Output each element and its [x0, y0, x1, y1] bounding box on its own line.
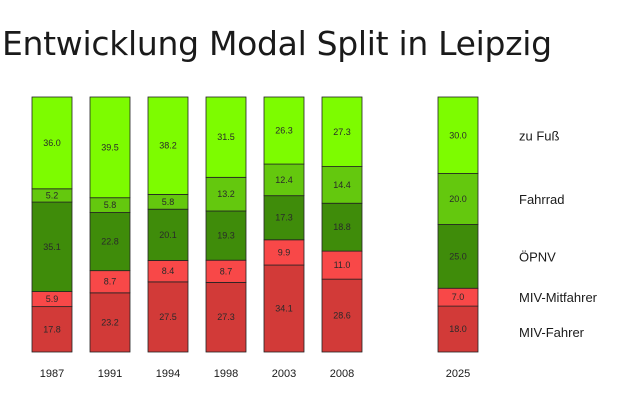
value-label: 7.0	[452, 292, 465, 302]
value-label: 18.0	[449, 324, 467, 334]
value-label: 38.2	[159, 141, 177, 151]
bar-segment-2003-3	[263, 163, 305, 197]
value-label: 28.6	[333, 311, 351, 321]
value-label: 20.0	[449, 194, 467, 204]
value-label: 8.7	[104, 277, 117, 287]
value-label: 22.8	[101, 237, 119, 247]
legend-entry: MIV-Fahrer	[519, 325, 585, 340]
value-label: 17.3	[275, 213, 293, 223]
legend-entry: zu Fuß	[519, 128, 560, 143]
value-label: 5.8	[104, 200, 117, 210]
bar-segment-2025-3	[437, 173, 479, 225]
legend: MIV-Fahrer MIV-Mitfahrer ÖPNV Fahrrad zu Fuß	[519, 128, 598, 340]
bar-segment-2003-4	[263, 96, 305, 165]
value-label: 35.1	[43, 242, 61, 252]
x-tick-label: 2008	[330, 368, 354, 380]
bar-segment-1987-0	[31, 306, 73, 353]
value-label: 26.3	[275, 126, 293, 136]
value-label: 5.9	[46, 294, 59, 304]
value-label: 27.3	[333, 127, 351, 137]
x-tick-label: 1987	[40, 368, 64, 380]
value-label: 18.8	[333, 222, 351, 232]
value-label: 11.0	[334, 260, 351, 270]
bar-segment-1987-2	[31, 201, 73, 292]
value-label: 5.8	[162, 197, 175, 207]
bar-segment-2025-2	[437, 224, 479, 289]
bar-segment-2008-0	[321, 278, 363, 353]
value-label: 14.4	[333, 180, 351, 190]
value-label: 8.4	[162, 266, 175, 276]
value-label: 17.8	[43, 324, 61, 334]
bar-segment-1991-2	[89, 212, 131, 272]
legend-entry: Fahrrad	[519, 192, 565, 207]
bar-segment-1994-4	[147, 96, 189, 195]
value-label: 27.5	[159, 312, 177, 322]
value-label: 25.0	[449, 251, 467, 261]
bar-segment-2008-3	[321, 166, 363, 204]
bar-segment-1987-4	[31, 96, 73, 190]
bar-segment-2003-2	[263, 195, 305, 241]
value-label: 9.9	[278, 247, 291, 257]
value-label: 5.2	[46, 190, 59, 200]
bar-segment-1998-0	[205, 281, 247, 353]
value-label: 30.0	[449, 130, 467, 140]
x-axis-labels: 1987 1991 1994 1998 2003 2008 2025	[40, 368, 470, 380]
value-label: 8.7	[220, 266, 233, 276]
bar-segment-2025-4	[437, 96, 479, 174]
bar-segment-2008-4	[321, 96, 363, 167]
x-tick-label: 2025	[446, 368, 470, 380]
bars: 17.8 5.9 35.1 5.2 36.0 23.2 8.7 22.8 5.8 39.5 27.5…	[31, 96, 479, 353]
bar-segment-2025-0	[437, 305, 479, 353]
bar-segment-1991-4	[89, 96, 131, 199]
x-tick-label: 2003	[272, 368, 296, 380]
legend-entry: ÖPNV	[519, 249, 556, 264]
bar-segment-1998-4	[205, 96, 247, 178]
value-label: 39.5	[101, 142, 119, 152]
value-label: 19.3	[217, 231, 235, 241]
chart-title: Entwicklung Modal Split in Leipzig	[2, 24, 552, 63]
bar-segment-1991-0	[89, 292, 131, 353]
value-label: 27.3	[217, 312, 235, 322]
value-label: 20.1	[159, 230, 177, 240]
bar-segment-2008-1	[321, 250, 363, 280]
value-label: 12.4	[275, 175, 293, 185]
value-label: 13.2	[217, 189, 235, 199]
bar-segment-2003-1	[263, 239, 305, 266]
value-label: 23.2	[101, 317, 119, 327]
x-tick-label: 1998	[214, 368, 238, 380]
value-label: 36.0	[43, 138, 61, 148]
value-label: 34.1	[275, 304, 293, 314]
bar-segment-1998-3	[205, 176, 247, 212]
bar-segment-2008-2	[321, 202, 363, 252]
x-tick-label: 1994	[156, 368, 180, 380]
legend-entry: MIV-Mitfahrer	[519, 290, 598, 305]
value-label: 31.5	[217, 132, 235, 142]
x-tick-label: 1991	[98, 368, 122, 380]
